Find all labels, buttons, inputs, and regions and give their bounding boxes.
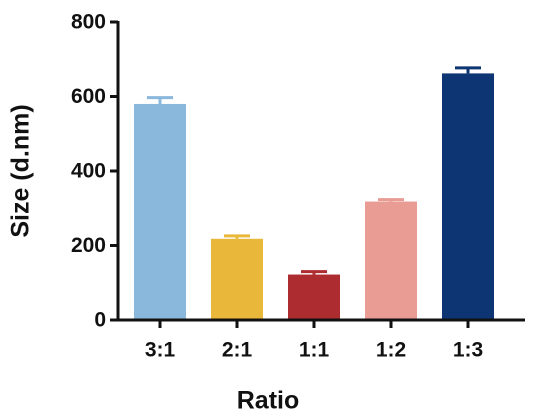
bar (211, 238, 263, 320)
x-tick-label: 1:3 (453, 339, 483, 362)
x-tick-label: 3:1 (145, 339, 176, 362)
bar (288, 274, 340, 320)
x-tick-label: 1:1 (299, 339, 330, 362)
y-tick-label: 400 (71, 160, 106, 183)
y-tick-label: 200 (71, 234, 106, 257)
x-tick-label: 1:2 (376, 339, 406, 362)
y-tick-label: 600 (71, 85, 106, 108)
y-axis-title: Size (d.nm) (7, 104, 35, 237)
x-tick-label: 2:1 (222, 339, 253, 362)
x-axis-title: Ratio (237, 387, 300, 415)
bar (442, 73, 494, 320)
bar (134, 103, 186, 320)
y-tick-label: 0 (94, 309, 106, 332)
bar (365, 201, 417, 320)
y-tick-label: 800 (71, 11, 106, 34)
